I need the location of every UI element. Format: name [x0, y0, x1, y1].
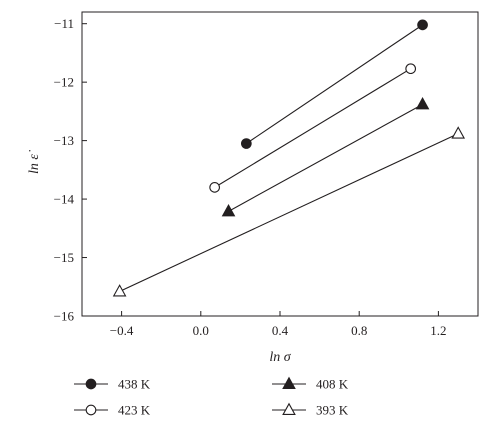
legend-marker-393k	[282, 402, 296, 416]
legend-label: 393 K	[316, 403, 349, 418]
legend-marker-408k	[282, 376, 296, 390]
x-tick-label: 1.2	[430, 323, 446, 338]
legend-marker-438k	[85, 378, 97, 390]
y-axis-label: ln ε̇	[27, 150, 42, 174]
data-point-393k	[451, 126, 466, 139]
legend-marker-423k	[85, 404, 97, 416]
series-line-393k	[119, 133, 459, 292]
series-438k	[240, 19, 428, 149]
y-tick-label: −12	[54, 75, 74, 90]
data-point-423k	[405, 63, 417, 75]
series-layer	[112, 19, 466, 297]
x-tick-label: 0.0	[193, 323, 209, 338]
series-393k	[112, 126, 466, 297]
legend-item-438k: 438 K	[74, 377, 151, 392]
series-line-423k	[214, 68, 411, 188]
y-tick-label: −13	[54, 133, 74, 148]
series-line-408k	[228, 103, 423, 212]
data-point-408k	[415, 97, 430, 110]
legend-label: 423 K	[118, 403, 151, 418]
y-tick-label: −16	[54, 309, 75, 324]
x-axis-label: ln σ	[269, 350, 291, 365]
series-423k	[209, 63, 417, 193]
tick-labels: −0.4 0.0 0.4 0.8 1.2 −11 −12 −13 −14 −15 −16	[54, 16, 447, 338]
legend-item-393k: 393 K	[272, 403, 349, 418]
axis-ticks	[82, 23, 439, 317]
data-point-393k	[112, 284, 127, 297]
data-point-438k	[417, 19, 428, 31]
legend: 438 K 408 K 423 K 393 K	[74, 377, 349, 418]
series-line-438k	[246, 24, 423, 144]
data-point-438k	[240, 138, 252, 149]
legend-item-423k: 423 K	[74, 403, 151, 418]
plot-frame	[81, 11, 479, 317]
x-tick-label: 0.8	[351, 323, 367, 338]
legend-item-408k: 408 K	[272, 377, 349, 392]
legend-label: 438 K	[118, 377, 151, 392]
y-tick-label: −14	[54, 192, 75, 207]
y-tick-label: −11	[54, 16, 74, 31]
x-tick-label: 0.4	[272, 323, 289, 338]
legend-label: 408 K	[316, 377, 349, 392]
data-point-408k	[221, 204, 236, 217]
x-tick-label: −0.4	[110, 323, 134, 338]
data-point-423k	[209, 182, 221, 193]
y-tick-label: −15	[54, 250, 74, 265]
series-408k	[221, 97, 430, 217]
